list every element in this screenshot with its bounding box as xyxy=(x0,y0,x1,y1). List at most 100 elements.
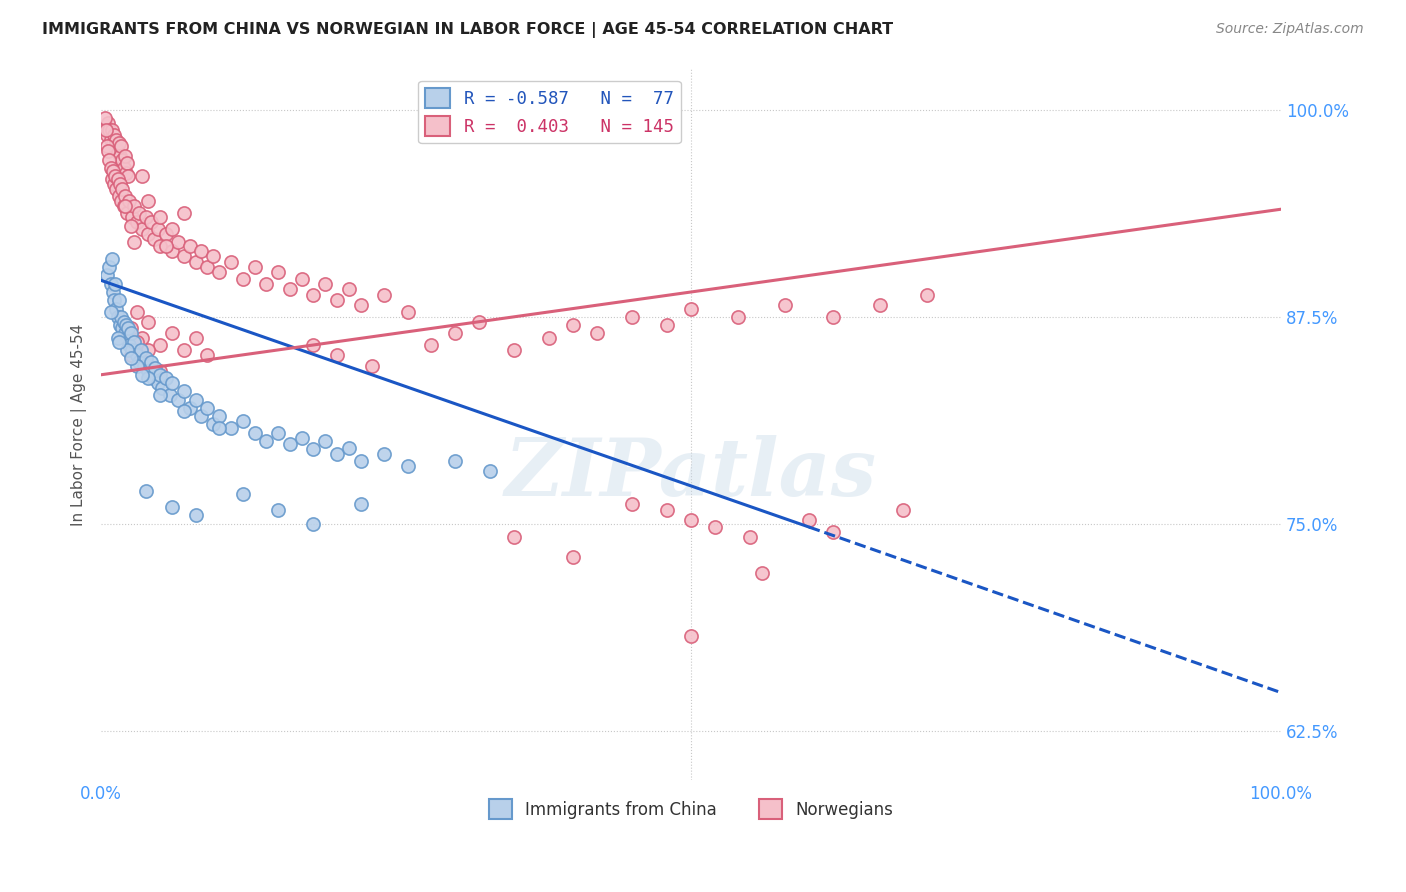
Point xyxy=(243,425,266,440)
Point xyxy=(538,331,561,345)
Point xyxy=(444,326,467,341)
Point xyxy=(122,235,145,250)
Point xyxy=(108,178,131,192)
Point xyxy=(125,215,148,229)
Point xyxy=(703,520,725,534)
Point xyxy=(107,331,129,345)
Point xyxy=(105,301,128,316)
Point xyxy=(105,133,128,147)
Point xyxy=(278,282,301,296)
Point xyxy=(679,301,702,316)
Point xyxy=(108,334,131,349)
Point xyxy=(562,318,585,332)
Point xyxy=(160,326,183,341)
Point xyxy=(173,384,195,399)
Point xyxy=(121,211,143,225)
Point xyxy=(396,305,419,319)
Point xyxy=(111,153,134,167)
Point xyxy=(98,260,121,275)
Point xyxy=(100,305,122,319)
Point xyxy=(350,454,373,468)
Point xyxy=(115,318,138,332)
Point xyxy=(98,122,121,136)
Point xyxy=(149,211,172,225)
Point xyxy=(108,293,131,308)
Point xyxy=(139,354,162,368)
Point xyxy=(136,227,159,241)
Point xyxy=(114,326,136,341)
Point xyxy=(155,371,177,385)
Point xyxy=(821,524,844,539)
Point xyxy=(149,338,172,352)
Point xyxy=(149,364,172,378)
Point xyxy=(122,334,145,349)
Point xyxy=(104,277,127,291)
Point xyxy=(562,549,585,564)
Point xyxy=(350,298,373,312)
Point xyxy=(143,232,166,246)
Point xyxy=(103,293,125,308)
Point xyxy=(361,359,384,374)
Point xyxy=(166,392,188,407)
Point xyxy=(93,111,115,125)
Point xyxy=(420,338,443,352)
Point xyxy=(94,120,117,134)
Point xyxy=(114,199,136,213)
Point xyxy=(100,277,122,291)
Point xyxy=(444,454,467,468)
Point xyxy=(775,298,797,312)
Point xyxy=(115,205,138,219)
Point xyxy=(135,211,157,225)
Point xyxy=(96,139,118,153)
Point xyxy=(869,298,891,312)
Point xyxy=(149,238,172,252)
Point xyxy=(117,169,139,183)
Point xyxy=(326,348,349,362)
Point xyxy=(190,244,212,258)
Point xyxy=(291,431,314,445)
Point xyxy=(136,194,159,208)
Point xyxy=(100,133,122,147)
Point xyxy=(101,136,124,150)
Point xyxy=(111,182,134,196)
Point xyxy=(149,387,172,401)
Point xyxy=(302,442,325,457)
Text: ZIPatlas: ZIPatlas xyxy=(505,435,877,513)
Point xyxy=(107,172,129,186)
Point xyxy=(100,172,122,186)
Point xyxy=(146,222,169,236)
Point xyxy=(166,235,188,250)
Point xyxy=(302,516,325,531)
Point xyxy=(314,277,336,291)
Point xyxy=(107,145,129,159)
Point xyxy=(184,508,207,523)
Point xyxy=(254,277,277,291)
Point xyxy=(110,139,132,153)
Point xyxy=(125,348,148,362)
Point xyxy=(125,334,148,349)
Point xyxy=(145,361,167,376)
Point xyxy=(202,417,225,432)
Point xyxy=(679,513,702,527)
Point xyxy=(893,503,915,517)
Point xyxy=(136,315,159,329)
Point xyxy=(291,271,314,285)
Point xyxy=(131,222,153,236)
Point xyxy=(173,249,195,263)
Point xyxy=(120,348,142,362)
Point xyxy=(160,222,183,236)
Point xyxy=(173,404,195,418)
Point xyxy=(314,434,336,448)
Point xyxy=(108,136,131,150)
Point xyxy=(751,566,773,581)
Point xyxy=(131,169,153,183)
Point xyxy=(121,343,143,357)
Point xyxy=(503,343,526,357)
Point xyxy=(202,249,225,263)
Point xyxy=(103,178,125,192)
Point xyxy=(915,288,938,302)
Point xyxy=(326,293,349,308)
Point xyxy=(160,244,183,258)
Point xyxy=(125,305,148,319)
Point xyxy=(118,194,141,208)
